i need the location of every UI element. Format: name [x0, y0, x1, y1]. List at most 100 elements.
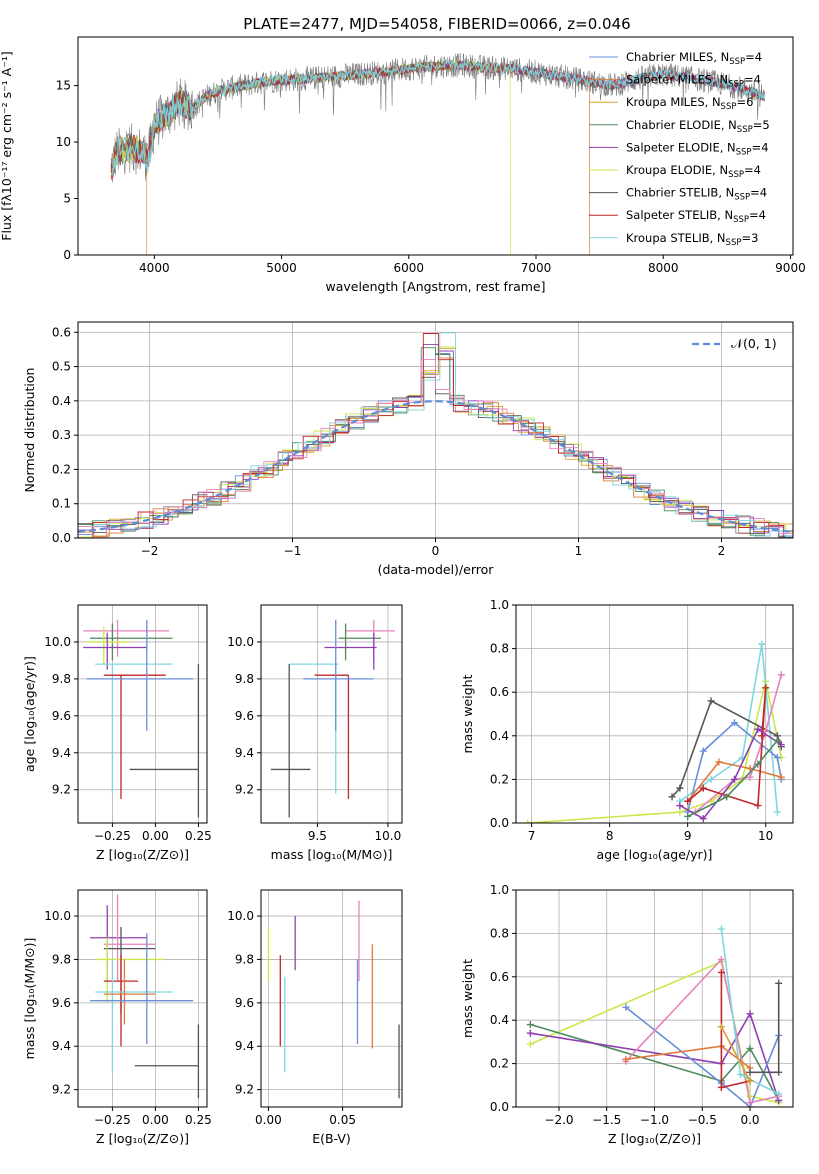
y-tick-label: 0.6 [52, 325, 71, 339]
legend-label-text: Salpeter ELODIE, N [626, 140, 736, 154]
legend-label-kroupa_elodie: Kroupa ELODIE, NSSP=4 [626, 163, 761, 180]
point-kroupa_stelib [773, 808, 781, 816]
legend-label-chabrier_elodie: Chabrier ELODIE, NSSP=5 [626, 118, 770, 135]
point-chabrier_elodie [746, 1044, 754, 1052]
x-tick-label: 1 [575, 544, 583, 558]
series-chabrier_miles [625, 1006, 780, 1107]
point-kroupa_elodie [524, 819, 532, 823]
legend-label-kroupa_stelib: Kroupa STELIB, NSSP=3 [626, 231, 758, 248]
point-chabrier_miles [773, 754, 781, 762]
point-pink [746, 1099, 754, 1107]
histogram-pink [78, 359, 793, 538]
legend-label-suffix: =4 [749, 208, 766, 222]
panel-age-vs-Z: −0.25 0.00 0.25 9.2 9.4 9.6 9.8 10.0 Z [log₁₀(Z/… [22, 604, 212, 862]
legend-label-suffix: =4 [752, 140, 769, 154]
x-tick-label: 10 [758, 829, 773, 843]
model-spectrum-salpeter_stelib [110, 60, 765, 181]
y-tick-label: 9.4 [235, 1039, 254, 1053]
point-salpeter_elodie [746, 1010, 754, 1018]
legend-label-text: Salpeter MILES, N [626, 73, 728, 87]
x-axis-label: age [log₁₀(age/yr)] [597, 847, 713, 862]
x-tick-label: 9 [684, 829, 692, 843]
x-axis-label: Z [log₁₀(Z/Z⊙)] [608, 1131, 701, 1146]
series-pink [625, 957, 779, 1104]
point-salpeter_miles [777, 773, 785, 781]
errorbars [270, 619, 395, 818]
legend-label-suffix: =3 [741, 231, 758, 245]
x-tick-label: 8 [606, 829, 614, 843]
x-tick-label: 5000 [266, 261, 297, 275]
legend-label-suffix: =4 [744, 163, 761, 177]
point-kroupa_elodie [746, 1092, 754, 1100]
legend-label-text: Chabrier STELIB, N [626, 186, 734, 200]
y-tick-label: 9.4 [52, 1039, 71, 1053]
y-axis-label: mass weight [460, 959, 475, 1038]
x-tick-label: 9.5 [308, 829, 327, 843]
point-salpeter_elodie [676, 802, 684, 810]
y-tick-label: 9.2 [235, 783, 254, 797]
legend-label-salpeter_stelib: Salpeter STELIB, NSSP=4 [626, 208, 766, 225]
point-salpeter_elodie [754, 725, 762, 733]
point-kroupa_stelib [736, 1070, 744, 1078]
legend-label-text: Chabrier ELODIE, N [626, 118, 737, 132]
panel-spectrum: 4000 5000 6000 7000 8000 9000 0 5 10 15 wavelength… [0, 36, 806, 294]
point-salpeter_stelib [754, 802, 762, 810]
point-salpeter_stelib [762, 684, 770, 692]
legend-label-salpeter_elodie: Salpeter ELODIE, NSSP=4 [626, 140, 769, 157]
y-tick-label: 10.0 [44, 909, 71, 923]
point-salpeter_stelib [717, 968, 725, 976]
y-tick-label: 0.0 [490, 1100, 509, 1114]
x-tick-label: 7000 [521, 261, 552, 275]
y-tick-label: 0.2 [490, 1057, 509, 1071]
x-tick-label: −0.25 [94, 829, 131, 843]
y-tick-label: 1.0 [490, 883, 509, 897]
x-tick-label: −2.0 [544, 1113, 573, 1127]
mass-weight-series [524, 640, 785, 823]
point-salpeter_stelib [758, 732, 766, 740]
x-axis-label: Z [log₁₀(Z/Z⊙)] [96, 1131, 189, 1146]
legend-label-normal: 𝒩(0, 1) [731, 336, 777, 351]
legend-label-suffix: =4 [745, 50, 762, 64]
x-axis-label: mass [log₁₀(M/M⊙)] [271, 847, 393, 862]
legend-label-sub: SSP [734, 193, 750, 203]
y-axis-label: Flux [fλ10⁻¹⁷ erg cm⁻² s⁻¹ A⁻¹] [0, 51, 14, 240]
plot-frame [77, 604, 208, 824]
x-axis-label: wavelength [Angstrom, rest frame] [325, 279, 545, 294]
histogram-kroupa_stelib [78, 332, 793, 538]
legend-label-chabrier_miles: Chabrier MILES, NSSP=4 [626, 50, 762, 67]
legend-label-suffix: =6 [736, 95, 753, 109]
model-spectrum-kroupa_elodie [110, 59, 511, 255]
panel-residual-histogram: −2 −1 0 1 2 0.0 0.1 0.2 0.3 0.4 0.5 0.6 (data-model)… [22, 321, 794, 577]
point-pink [777, 671, 785, 679]
x-tick-label: 4000 [139, 261, 170, 275]
y-tick-label: 9.6 [235, 996, 254, 1010]
errorbars [83, 619, 200, 818]
histogram-salpeter_stelib [78, 333, 793, 538]
x-tick-label: 0 [432, 544, 440, 558]
point-chabrier_elodie [754, 760, 762, 768]
x-tick-label: −1 [284, 544, 302, 558]
x-tick-label: 6000 [394, 261, 425, 275]
x-axis-label: E(B-V) [312, 1131, 351, 1146]
legend-label-text: Kroupa ELODIE, N [626, 163, 728, 177]
panel-mass-vs-EBV: 0.00 0.05 9.2 9.4 9.6 9.8 10.0 E(B-V) [227, 889, 403, 1146]
x-axis-label: (data-model)/error [378, 562, 495, 577]
panel-mass-vs-Z: −0.25 0.00 0.25 9.2 9.4 9.6 9.8 10.0 Z [log₁₀(Z/… [22, 889, 212, 1146]
y-tick-label: 15 [56, 79, 71, 93]
y-tick-label: 0.2 [490, 772, 509, 786]
x-tick-label: −2 [141, 544, 159, 558]
histogram-steps [78, 332, 793, 538]
legend-label-sub: SSP [726, 238, 742, 248]
x-tick-label: 7 [528, 829, 536, 843]
legend-label-sub: SSP [728, 80, 744, 90]
point-kroupa_miles [746, 1077, 754, 1085]
x-tick-label: 0.0 [740, 1113, 759, 1127]
point-salpeter_stelib [684, 797, 692, 805]
x-tick-label: −1.5 [592, 1113, 621, 1127]
point-salpeter_stelib [717, 1083, 725, 1091]
y-tick-label: 0 [63, 248, 71, 262]
y-tick-label: 10.0 [227, 909, 254, 923]
x-tick-label: 10.0 [375, 829, 402, 843]
spectrum-lines [110, 52, 766, 255]
